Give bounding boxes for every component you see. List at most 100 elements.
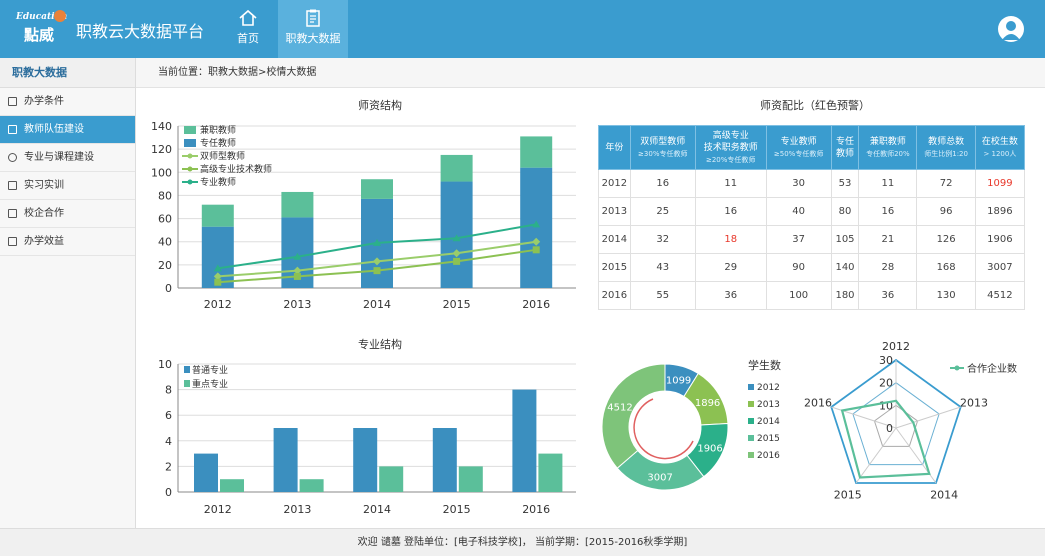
nav-tab-home[interactable]: 首页 [222,0,274,58]
edit-icon [8,97,17,106]
sidebar-item-school-enterprise[interactable]: 校企合作 [0,200,135,228]
legend-label: 高级专业技术教师 [200,163,272,175]
clipboard-icon [306,9,320,27]
legend-marker [187,166,193,172]
table-cell: 40 [765,197,832,226]
y-tick-label: 60 [158,213,172,226]
sidebar-item-school-benefits[interactable]: 办学效益 [0,228,135,256]
line-point [293,272,301,280]
line-point [532,220,541,228]
y-tick-label: 0 [165,282,172,295]
x-tick-label: 2015 [443,298,471,311]
sidebar-item-teacher-team[interactable]: 教师队伍建设 [0,116,135,144]
table-cell: 130 [916,281,976,310]
logo: Education 點威 [16,10,67,46]
radar-spoke [855,427,897,484]
document-icon [8,209,17,218]
table-cell: 80 [830,197,860,226]
table-row: 2016 55 36 100 180 36 130 4512 [598,281,1026,310]
legend-label: 普通专业 [192,364,228,376]
table-cell: 3007 [974,253,1026,282]
legend-label: 专业教师 [200,176,236,188]
legend-swatch [748,401,754,407]
table-cell: 32 [629,225,696,254]
app-title: 职教云大数据平台 [76,22,205,41]
table-cell: 55 [629,281,696,310]
radar-ring [852,382,940,466]
line-point [373,267,381,275]
table-row: 2014 32 18 37 105 21 126 1906 [598,225,1026,254]
table-header-row: 年份 双师型教师 ≥30%专任教师 高级专业 技术职务教师 ≥20%专任教师 专业教师 ≥50… [598,125,1026,170]
sidebar-item-internship[interactable]: 实习实训 [0,172,135,200]
table-cell: 105 [830,225,860,254]
table-row: 2012 16 11 30 53 11 72 1099 [598,169,1026,198]
slice-label: 1896 [695,398,720,409]
legend-label: 兼职教师 [200,124,236,136]
table-cell: 11 [858,169,918,198]
table-cell: 36 [694,281,767,310]
y-tick-label: 20 [158,259,172,272]
legend-swatch [184,366,190,373]
table-header-cell: 高级专业 技术职务教师 ≥20%专任教师 [694,125,767,170]
table-cell: 16 [694,197,767,226]
bar-normal-major [353,428,378,492]
line-point [214,278,222,286]
bar-normal-major [273,428,298,492]
table-cell: 72 [916,169,976,198]
legend-swatch [184,126,196,134]
top-header: Education 點威 职教云大数据平台 首页 职教大数据 [0,0,1045,58]
legend-label: 合作企业数 [967,362,1017,375]
sidebar-title: 职教大数据 [0,58,135,88]
sidebar-item-label: 办学条件 [24,96,64,107]
grid-icon [8,181,17,190]
radar-series [840,399,931,479]
legend-label: 2013 [757,400,780,410]
calendar-icon [8,237,17,246]
x-tick-label: 2012 [204,298,232,311]
user-avatar-icon[interactable] [998,16,1024,42]
line-point [452,249,461,258]
sidebar-item-majors-courses[interactable]: 专业与课程建设 [0,144,135,172]
sidebar-item-label: 实习实训 [24,180,64,191]
slice-label: 4512 [607,402,632,413]
table-cell: 90 [765,253,832,282]
table-cell: 100 [765,281,832,310]
basketball-icon [54,10,66,22]
table-cell: 2014 [598,225,631,254]
radar-ring-label: 20 [879,377,893,390]
table-cell: 1896 [974,197,1026,226]
table-cell: 2013 [598,197,631,226]
nav-tab-big-data-label: 职教大数据 [285,32,341,45]
legend-swatch [748,384,754,390]
logo-text-bottom: 點威 [24,26,55,44]
nav-tab-big-data[interactable]: 职教大数据 [278,0,348,58]
student-chart-title: 学生数 [748,358,781,372]
sidebar-item-school-conditions[interactable]: 办学条件 [0,88,135,116]
table-cell: 126 [916,225,976,254]
table-cell: 1099 [974,169,1026,198]
bar-normal-major [512,389,537,492]
table-cell: 96 [916,197,976,226]
footer-status: 欢迎 谴墓 登陆单位：[电子科技学校]， 当前学期：[2015-2016秋季学期… [0,528,1045,556]
bar-key-major [379,466,404,492]
table-row: 2015 43 29 90 140 28 168 3007 [598,253,1026,282]
nav-tab-home-label: 首页 [237,32,259,45]
x-tick-label: 2013 [283,298,311,311]
cloud-icon [8,153,17,162]
teacher-structure-chart: 0 20 40 60 80 100 120 140 2012 2013 2014 2015 2016 兼职… [151,120,576,311]
radar-axis-label: 2013 [960,397,988,410]
legend-label: 2015 [757,434,780,444]
radar-axis-label: 2015 [834,488,862,501]
bar-parttime [440,154,473,182]
radar-axis-label: 2014 [930,488,958,501]
sidebar-item-label: 专业与课程建设 [24,152,94,163]
y-tick-label: 140 [151,120,172,133]
rotate-arrow-icon [633,398,694,460]
line-point [452,234,461,242]
x-tick-label: 2012 [204,503,232,516]
table-cell: 180 [830,281,860,310]
x-tick-label: 2016 [522,503,550,516]
legend-label: 专任教师 [200,137,236,149]
